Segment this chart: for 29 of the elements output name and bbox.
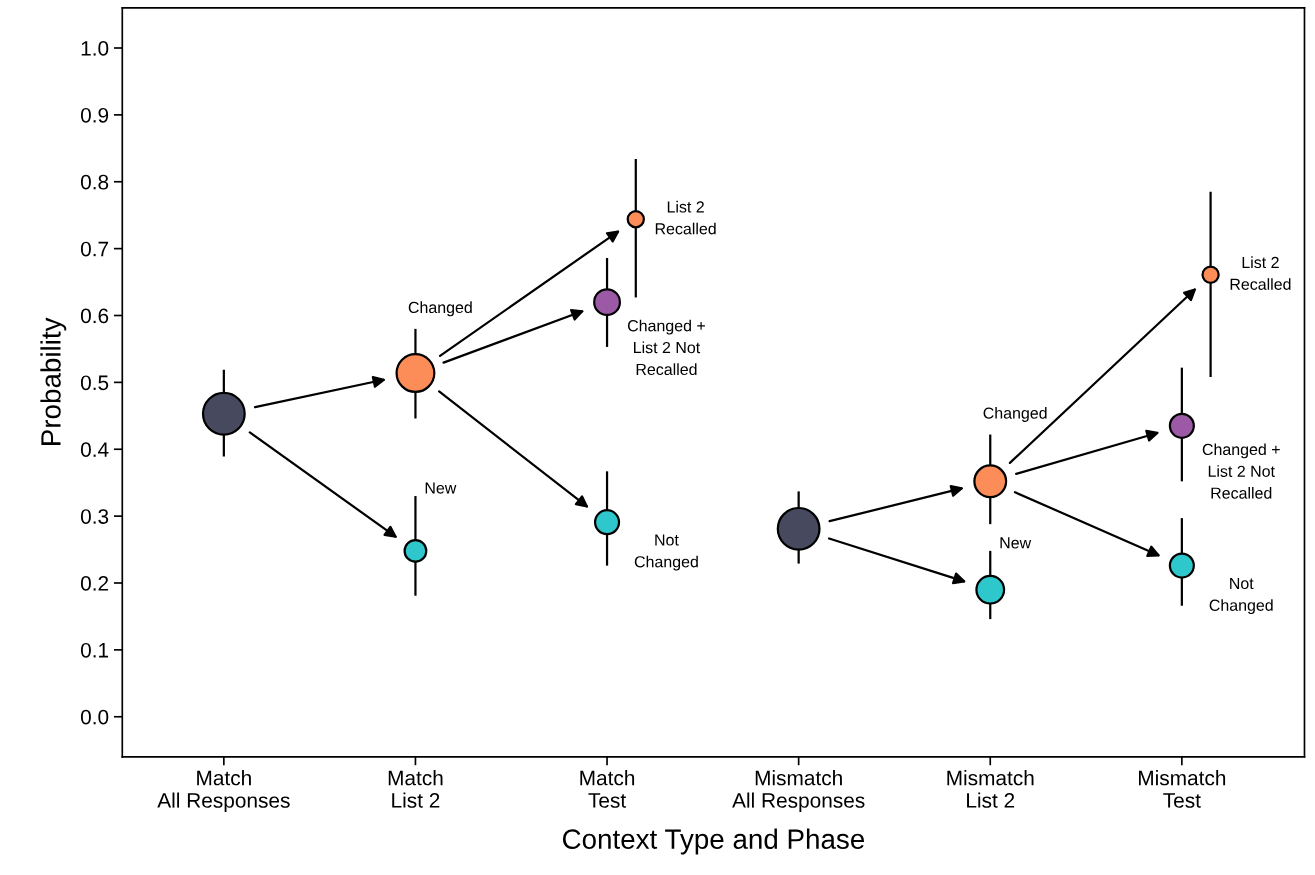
x-tick-label: Mismatch Test bbox=[1139, 770, 1226, 808]
data-label: New bbox=[425, 482, 457, 494]
y-axis-title: Probability bbox=[40, 317, 67, 445]
x-tick-label: Match List 2 bbox=[388, 770, 443, 808]
x-axis-title: Context Type and Phase bbox=[562, 828, 865, 855]
x-tick-label: Match Test bbox=[580, 770, 635, 808]
y-tick-label: 0.5 bbox=[80, 375, 109, 391]
data-label: Changed + List 2 Not Recalled bbox=[627, 319, 705, 376]
y-tick-label: 0.4 bbox=[80, 442, 109, 457]
y-tick-label: 0.6 bbox=[80, 308, 109, 324]
x-tick-label: Mismatch All Responses bbox=[732, 770, 865, 812]
y-tick-label: 0.7 bbox=[80, 241, 109, 257]
data-label: Changed bbox=[408, 301, 472, 317]
data-label: Changed + List 2 Not Recalled bbox=[1202, 443, 1280, 499]
y-tick-label: 0.8 bbox=[80, 174, 109, 190]
x-tick-label: Match All Responses bbox=[157, 770, 290, 812]
data-label: Not Changed bbox=[1209, 577, 1273, 615]
data-label: List 2 Recalled bbox=[655, 200, 716, 235]
y-tick-label: 0.3 bbox=[80, 509, 109, 524]
y-tick-label: 0.1 bbox=[80, 642, 109, 658]
y-tick-label: 0.2 bbox=[80, 576, 109, 591]
data-label: Changed bbox=[983, 407, 1047, 422]
data-label: Not Changed bbox=[634, 534, 698, 571]
y-tick-label: 1.0 bbox=[81, 41, 109, 56]
data-label: New bbox=[1000, 537, 1032, 549]
y-tick-label: 0.0 bbox=[80, 709, 109, 725]
x-tick-label: Mismatch List 2 bbox=[947, 770, 1034, 808]
y-tick-label: 0.9 bbox=[80, 107, 109, 123]
data-label: List 2 Recalled bbox=[1230, 256, 1291, 290]
